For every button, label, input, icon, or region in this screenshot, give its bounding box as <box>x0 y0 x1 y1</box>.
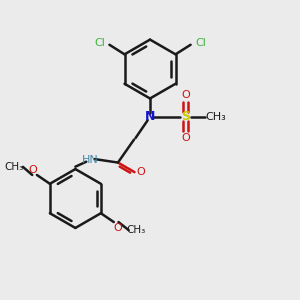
Text: CH₃: CH₃ <box>4 162 24 172</box>
Text: HN: HN <box>82 155 98 165</box>
Text: N: N <box>145 110 155 123</box>
Text: O: O <box>136 167 146 177</box>
Text: Cl: Cl <box>94 38 105 48</box>
Text: O: O <box>113 223 122 233</box>
Text: Cl: Cl <box>195 38 206 48</box>
Text: O: O <box>181 90 190 100</box>
Text: CH₃: CH₃ <box>205 112 226 122</box>
Text: CH₃: CH₃ <box>126 225 146 235</box>
Text: S: S <box>181 110 190 123</box>
Text: O: O <box>181 133 190 143</box>
Text: O: O <box>29 165 38 175</box>
